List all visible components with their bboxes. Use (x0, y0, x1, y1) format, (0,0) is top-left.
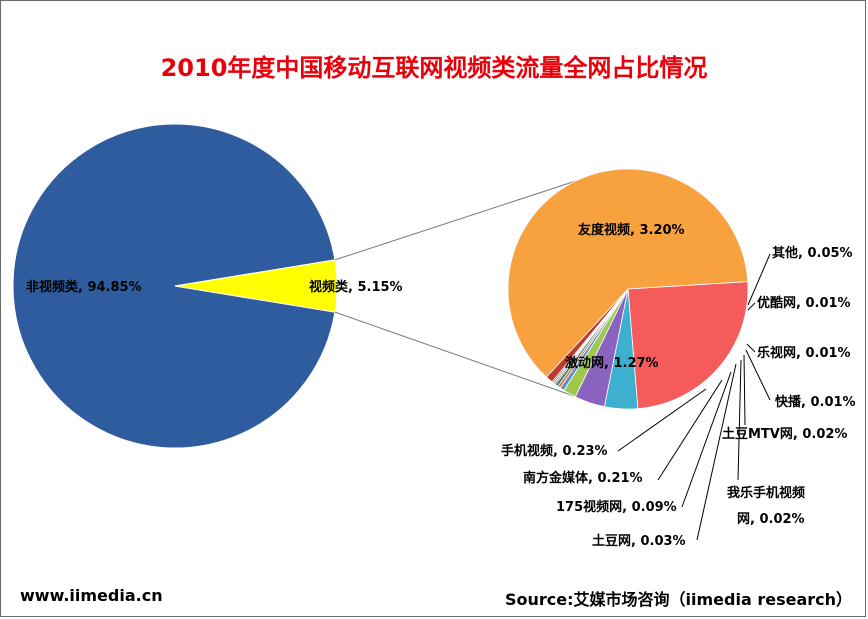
label-secondary-9: 乐视网, 0.01% (757, 345, 851, 361)
main-slice-non-video (12, 123, 336, 449)
label-secondary-2: 手机视频, 0.23% (501, 443, 608, 459)
leader-line-4 (681, 371, 732, 508)
label-secondary-3: 南方金媒体, 0.21% (523, 470, 643, 486)
footer-site: www.iimedia.cn (20, 586, 163, 605)
leader-line-6 (737, 359, 742, 481)
label-non-video: 非视频类, 94.85% (26, 279, 142, 295)
chart-title: 2010年度中国移动互联网视频类流量全网占比情况 (160, 54, 708, 82)
footer-source: Source:艾媒市场咨询（iimedia research） (505, 590, 853, 609)
connector-bottom (334, 311, 589, 402)
label-secondary-5: 土豆网, 0.03% (592, 533, 686, 549)
leader-line-8 (745, 349, 771, 401)
main-pie (12, 123, 338, 449)
leader-line-9 (746, 343, 756, 353)
main-slice-video (174, 259, 338, 313)
leader-lines (617, 253, 771, 541)
connector-lines (334, 176, 589, 402)
label-secondary-6-line1: 我乐手机视频 (727, 485, 805, 501)
label-secondary-11: 其他, 0.05% (772, 245, 853, 261)
label-secondary-6-line2: 网, 0.02% (737, 512, 805, 527)
leader-line-5 (696, 363, 737, 541)
leader-line-11 (747, 253, 771, 306)
label-video: 视频类, 5.15% (309, 279, 403, 295)
leader-line-10 (747, 302, 756, 311)
secondary-slice-1 (627, 281, 749, 410)
leader-line-2 (617, 388, 707, 452)
label-secondary-4: 175视频网, 0.09% (556, 499, 677, 515)
leader-line-7 (743, 354, 746, 426)
label-secondary-1: 激动网, 1.27% (565, 355, 659, 371)
secondary-slice-11 (545, 288, 629, 383)
secondary-slice-0 (507, 168, 749, 378)
label-secondary-8: 快播, 0.01% (775, 394, 856, 410)
label-secondary-0: 友度视频, 3.20% (578, 222, 685, 238)
label-secondary-10: 优酷网, 0.01% (757, 295, 851, 311)
slice-labels: 非视频类, 94.85% 视频类, 5.15% 友度视频, 3.20% 激动网, 1.… (26, 222, 856, 549)
label-secondary-6: 我乐手机视频网, 0.02% (727, 485, 805, 527)
connector-top (334, 176, 589, 261)
label-secondary-7: 土豆MTV网, 0.02% (722, 426, 847, 442)
secondary-pie (507, 168, 749, 410)
leader-line-3 (657, 379, 723, 481)
